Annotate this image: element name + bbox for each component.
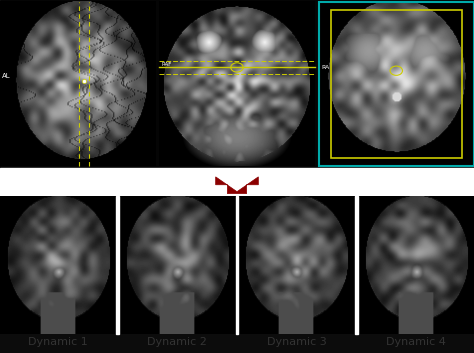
Text: Dynamic 2: Dynamic 2 [147,337,207,347]
Text: Dynamic 4: Dynamic 4 [386,337,446,347]
Bar [0,168,474,196]
Bar [355,196,357,334]
Bar [117,196,119,334]
Bar [319,2,474,166]
Text: AL: AL [2,73,11,79]
Text: Dynamic 3: Dynamic 3 [267,337,327,347]
Bar [331,10,462,158]
Text: RA: RA [321,65,329,70]
Bar [0,196,474,353]
Text: Dynamic 1: Dynamic 1 [28,337,88,347]
Bar [236,196,238,334]
Bar [0,0,474,168]
Polygon shape [216,177,258,193]
Text: RAF: RAF [162,62,172,67]
